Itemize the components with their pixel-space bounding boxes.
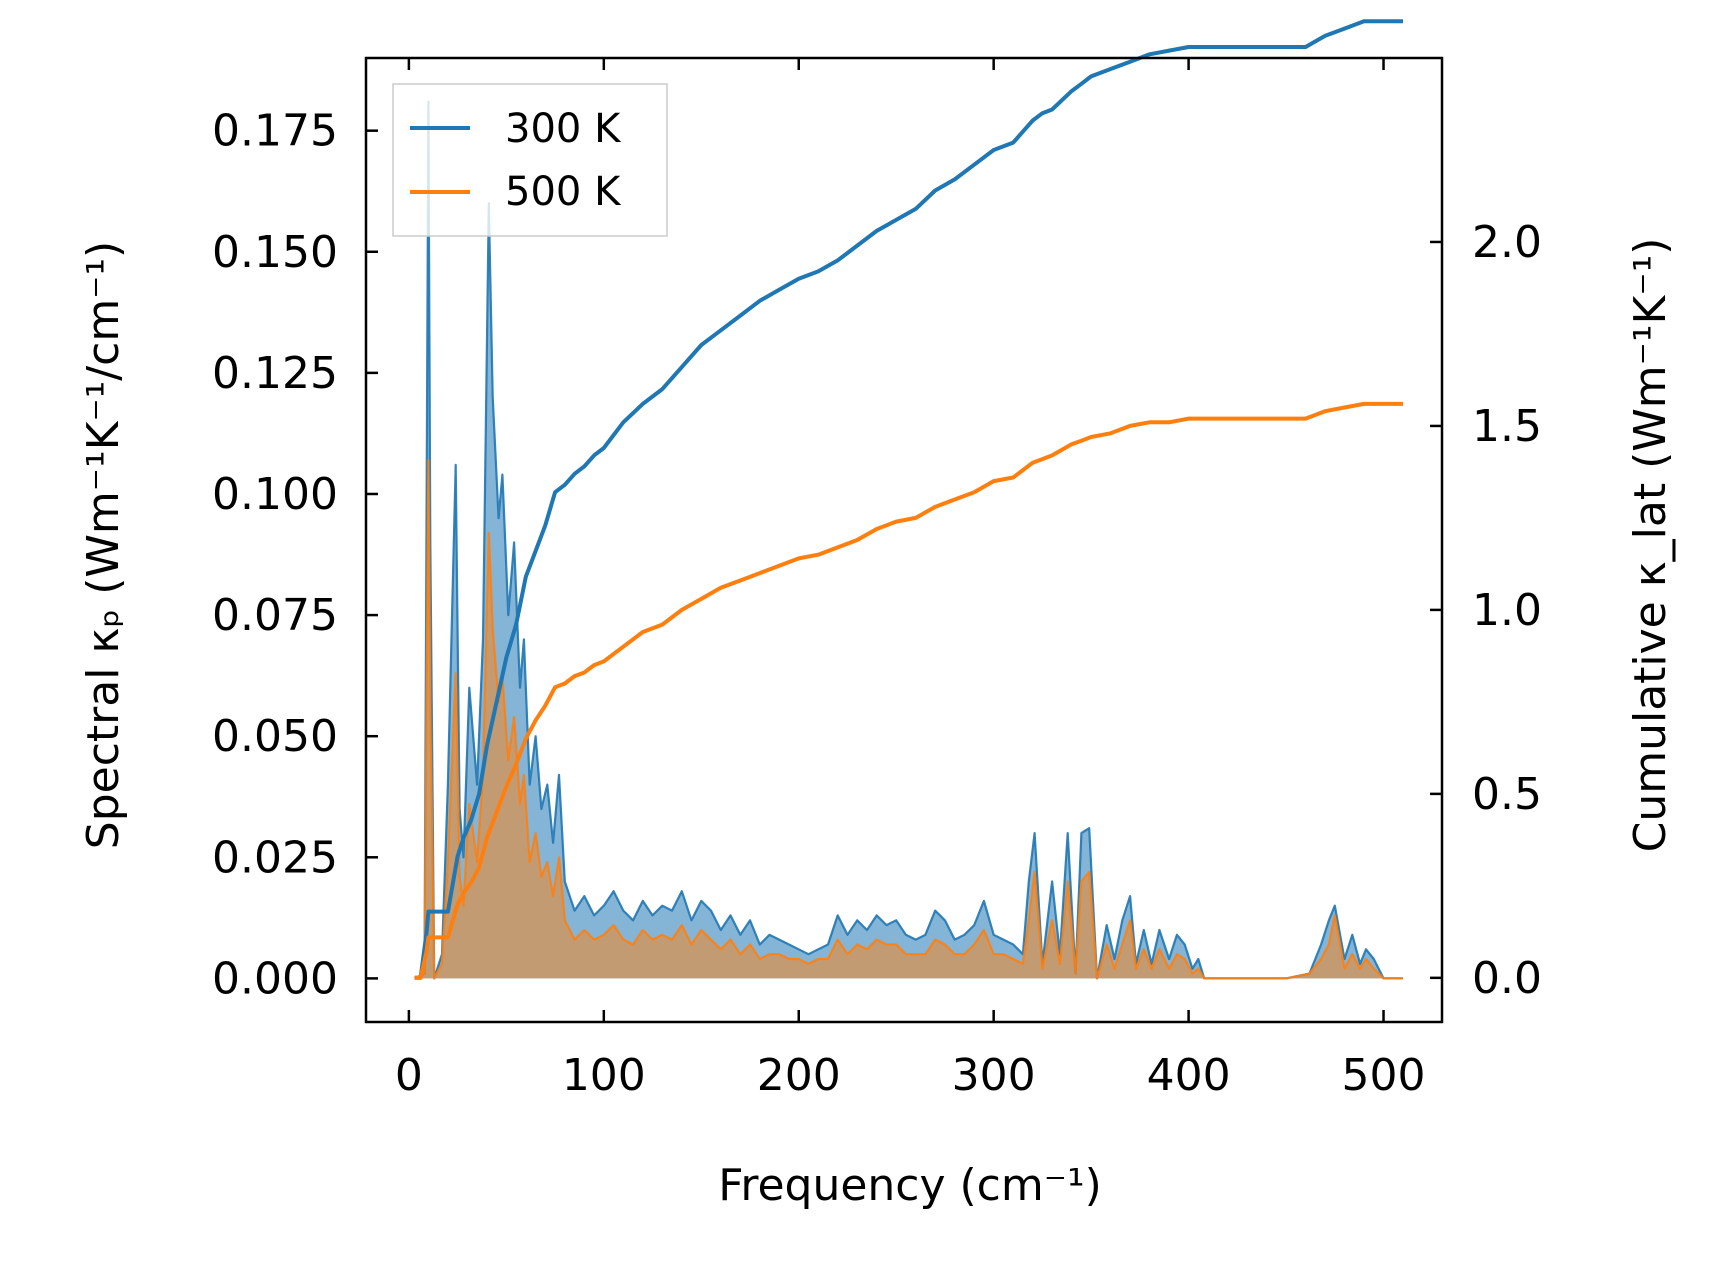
y-right-tick-label: 0.0	[1472, 953, 1542, 1004]
x-tick-label: 200	[757, 1050, 841, 1101]
y-right-tick-label: 1.0	[1472, 585, 1542, 636]
plot-frame	[364, 56, 1444, 1024]
y-left-tick-label: 0.150	[212, 227, 338, 278]
x-tick-label: 300	[952, 1050, 1036, 1101]
legend-box	[392, 83, 668, 237]
x-tick-label: 100	[562, 1050, 646, 1101]
cumulative-line-500k	[414, 401, 1403, 980]
legend-label-300k: 300 K	[505, 106, 622, 152]
x-tick-label: 400	[1147, 1050, 1231, 1101]
x-tick-label: 0	[395, 1050, 423, 1101]
x-axis-title: Frequency (cm⁻¹)	[718, 1160, 1102, 1211]
legend-label-500k: 500 K	[505, 169, 622, 215]
y-right-tick-label: 2.0	[1472, 217, 1542, 268]
y-left-axis-title: Spectral κₚ (Wm⁻¹K⁻¹/cm⁻¹)	[78, 241, 129, 849]
spectral-line-500k	[414, 459, 1403, 980]
spectral-line-300k	[414, 100, 1403, 980]
x-tick-label: 500	[1342, 1050, 1426, 1101]
y-right-tick-label: 0.5	[1472, 769, 1542, 820]
y-left-tick-label: 0.175	[212, 106, 338, 157]
y-left-tick-label: 0.000	[212, 953, 338, 1004]
cumulative-line-300k	[414, 19, 1403, 980]
x-axis-ticks: 0 100 200 300 400 500	[395, 58, 1426, 1101]
spectral-lines	[414, 100, 1403, 980]
spectral-fills	[414, 101, 1403, 979]
y-right-axis-ticks: 0.0 0.5 1.0 1.5 2.0	[1430, 217, 1542, 1004]
y-left-tick-label: 0.100	[212, 469, 338, 520]
y-left-tick-label: 0.025	[212, 832, 338, 883]
legend: 300 K 500 K	[392, 83, 668, 237]
y-left-tick-label: 0.050	[212, 711, 338, 762]
y-right-axis-title: Cumulative κ_lat (Wm⁻¹K⁻¹)	[1625, 238, 1676, 853]
y-right-tick-label: 1.5	[1472, 401, 1542, 452]
spectral-area-500k	[414, 460, 1403, 979]
y-left-tick-label: 0.125	[212, 348, 338, 399]
cumulative-lines	[414, 19, 1403, 980]
y-left-axis-ticks: 0.000 0.025 0.050 0.075 0.100 0.125 0.150 0.175	[212, 106, 378, 1004]
plot-area	[414, 19, 1403, 980]
y-left-tick-label: 0.075	[212, 590, 338, 641]
